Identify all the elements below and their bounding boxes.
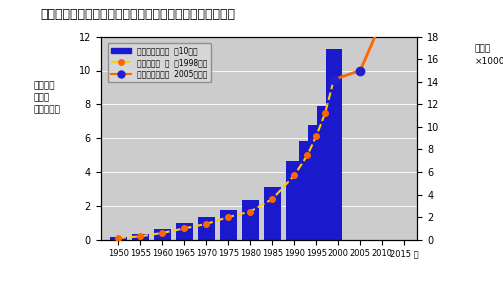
Bar (242, 200, 259, 240)
Text: 死亡数
×1000: 死亡数 ×1000 (474, 45, 503, 66)
Bar (198, 217, 215, 240)
Bar (132, 234, 148, 240)
Bar (154, 229, 171, 240)
Bar (308, 125, 324, 240)
Bar (110, 237, 127, 240)
Text: 年齢調整
死亡率
対１０万人: 年齢調整 死亡率 対１０万人 (33, 81, 60, 114)
Bar (317, 106, 333, 240)
Text: 図１　本邦における前立腺癌年次別死亡数・死亡率の推移: 図１ 本邦における前立腺癌年次別死亡数・死亡率の推移 (40, 8, 235, 21)
Bar (286, 161, 303, 240)
Bar (176, 223, 193, 240)
Legend: 年齢調整死亡率  対10万人, 死亡数（実  数  ～1998年）, 死亡数（予測値  2005年～）: 年齢調整死亡率 対10万人, 死亡数（実 数 ～1998年）, 死亡数（予測値 … (108, 43, 211, 83)
Bar (220, 210, 236, 240)
Bar (264, 187, 281, 240)
Bar (325, 49, 342, 240)
Bar (299, 141, 316, 240)
